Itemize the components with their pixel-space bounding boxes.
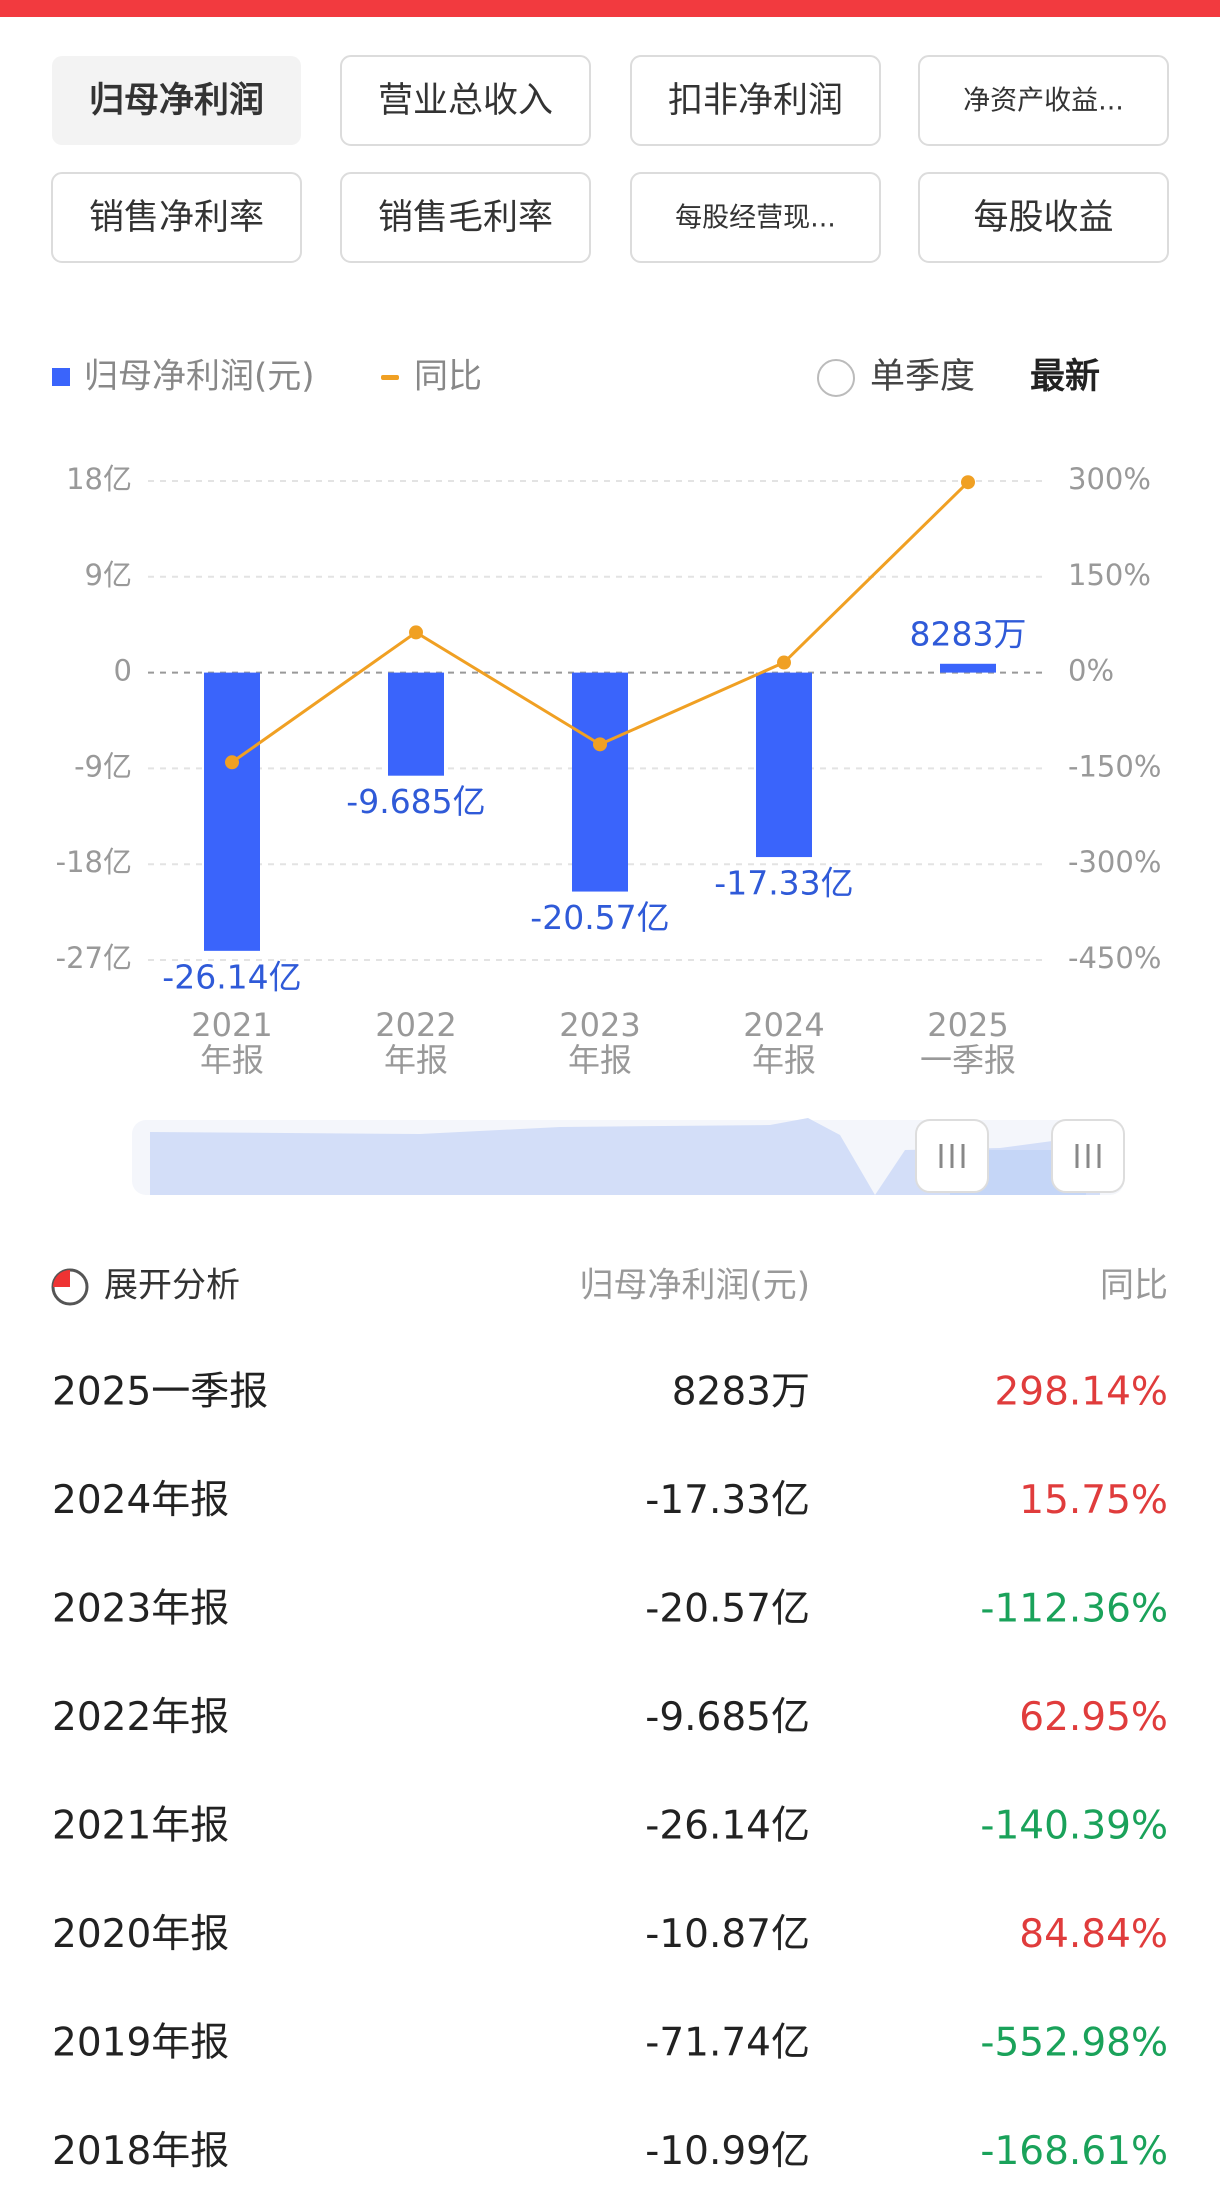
line-point — [777, 655, 791, 670]
tab-label[interactable]: 销售净利率 — [89, 198, 264, 238]
table-cell: 2018年报 — [52, 2129, 229, 2174]
x-tick-label: 2021 — [191, 1006, 272, 1044]
tab[interactable] — [918, 55, 1169, 146]
tab[interactable] — [340, 172, 591, 263]
table-header[interactable]: 展开分析 — [104, 1266, 240, 1306]
tab[interactable] — [918, 172, 1169, 263]
table-cell: 62.95% — [1019, 1695, 1168, 1740]
x-tick-label: 年报 — [200, 1041, 264, 1079]
table-cell: 2025一季报 — [52, 1370, 268, 1415]
table-cell: 2023年报 — [52, 1587, 229, 1632]
tab[interactable] — [51, 172, 302, 263]
tab[interactable] — [52, 56, 301, 145]
bar — [756, 672, 812, 858]
table-cell: 8283万 — [672, 1370, 810, 1415]
x-tick-label: 年报 — [568, 1041, 632, 1079]
tab[interactable] — [630, 172, 881, 263]
y2-tick-label: 150% — [1068, 558, 1151, 592]
y-tick-label: 0 — [114, 654, 132, 688]
bar — [572, 672, 628, 892]
data-label: -20.57亿 — [530, 898, 669, 937]
table-cell: 298.14% — [994, 1370, 1168, 1415]
radio[interactable] — [817, 359, 855, 397]
table-cell: 2020年报 — [52, 1912, 229, 1957]
table-cell: -168.61% — [980, 2129, 1168, 2174]
data-label: 8283万 — [910, 614, 1027, 653]
bar — [940, 663, 996, 673]
table-cell: -17.33亿 — [645, 1478, 810, 1523]
data-label: -9.685亿 — [346, 782, 485, 821]
control-label[interactable]: 最新 — [1030, 357, 1100, 397]
icon-slice — [53, 1270, 70, 1287]
control-label[interactable]: 单季度 — [870, 357, 975, 397]
y-tick-label: -18亿 — [56, 845, 132, 879]
table-cell: 2019年报 — [52, 2021, 229, 2066]
table-cell: -9.685亿 — [645, 1695, 810, 1740]
table-cell: -26.14亿 — [645, 1804, 810, 1849]
range-slider[interactable] — [132, 1118, 1125, 1195]
table-cell: -140.39% — [980, 1804, 1168, 1849]
line-point — [961, 475, 975, 490]
analysis-icon[interactable] — [51, 1268, 89, 1306]
legend-swatch — [52, 368, 70, 386]
y2-tick-label: -450% — [1068, 941, 1161, 975]
tab[interactable] — [340, 55, 591, 146]
table-cell: 2021年报 — [52, 1804, 229, 1849]
tab-label[interactable]: 每股收益 — [973, 198, 1113, 238]
tab-label[interactable]: 净资产收益... — [963, 86, 1124, 117]
tab-label[interactable]: 扣非净利润 — [668, 81, 843, 121]
x-tick-label: 2025 — [927, 1006, 1008, 1044]
table-cell: -10.99亿 — [645, 2129, 810, 2174]
bar — [388, 672, 444, 776]
table-cell: -552.98% — [980, 2021, 1168, 2066]
x-tick-label: 一季报 — [920, 1041, 1016, 1079]
y2-tick-label: 300% — [1068, 462, 1151, 496]
table-cell: -112.36% — [980, 1587, 1168, 1632]
table-cell: 2022年报 — [52, 1695, 229, 1740]
table-header: 归母净利润(元) — [579, 1266, 810, 1306]
bar — [204, 672, 260, 951]
handle-grip — [939, 1144, 965, 1168]
table-header: 同比 — [1100, 1266, 1168, 1306]
x-tick-label: 2023 — [559, 1006, 640, 1044]
table-cell: 2024年报 — [52, 1478, 229, 1523]
line-point — [409, 625, 423, 640]
legend-label[interactable]: 归母净利润(元) — [84, 357, 315, 397]
y-tick-label: -27亿 — [56, 941, 132, 975]
tab[interactable] — [630, 55, 881, 146]
table-cell: -10.87亿 — [645, 1912, 810, 1957]
data-label: -17.33亿 — [714, 864, 853, 903]
tab-label[interactable]: 营业总收入 — [378, 81, 553, 121]
table-cell: 15.75% — [1019, 1478, 1168, 1523]
y2-tick-label: -300% — [1068, 845, 1161, 879]
table-cell: 84.84% — [1019, 1912, 1168, 1957]
x-tick-label: 年报 — [384, 1041, 448, 1079]
tab-label[interactable]: 归母净利润 — [89, 81, 264, 121]
table-cell: -71.74亿 — [645, 2021, 810, 2066]
y-tick-label: 9亿 — [85, 558, 132, 592]
x-tick-label: 年报 — [752, 1041, 816, 1079]
data-label: -26.14亿 — [162, 957, 301, 996]
y2-tick-label: -150% — [1068, 749, 1161, 783]
tab-label[interactable]: 每股经营现... — [675, 203, 836, 234]
tab-label[interactable]: 销售毛利率 — [378, 198, 553, 238]
x-tick-label: 2022 — [375, 1006, 456, 1044]
y-tick-label: -9亿 — [74, 749, 132, 783]
line-point — [593, 737, 607, 752]
table-cell: -20.57亿 — [645, 1587, 810, 1632]
line-point — [225, 755, 239, 770]
legend-label[interactable]: 同比 — [414, 357, 482, 397]
slider-preview — [150, 1118, 1100, 1195]
legend-swatch — [381, 375, 399, 380]
handle-grip — [1075, 1144, 1101, 1168]
y-tick-label: 18亿 — [66, 462, 132, 496]
top-bar — [0, 0, 1220, 17]
y2-tick-label: 0% — [1068, 654, 1114, 688]
x-tick-label: 2024 — [743, 1006, 824, 1044]
